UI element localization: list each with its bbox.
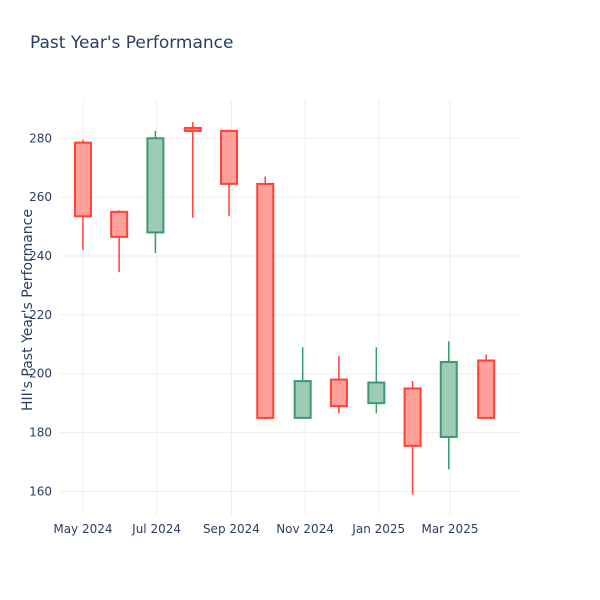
x-tick-label: Mar 2025: [421, 522, 478, 536]
y-tick-label: 240: [29, 249, 52, 263]
candle-decreasing: [256, 176, 275, 420]
candle-body: [110, 210, 129, 238]
x-tick-label: Nov 2024: [276, 522, 334, 536]
candle-decreasing: [110, 210, 129, 273]
candle-layer: [73, 122, 496, 495]
candle-decreasing: [73, 139, 92, 251]
y-tick-label: 160: [29, 484, 52, 498]
candle-decreasing: [477, 354, 496, 419]
candle-increasing: [367, 347, 386, 414]
y-axis-label: HII's Past Year's Performance: [20, 209, 36, 411]
y-tick-label: 220: [29, 308, 52, 322]
candle-body: [477, 359, 496, 419]
x-tick-label: Jul 2024: [131, 522, 181, 536]
candle-increasing: [439, 341, 458, 470]
candle-body: [256, 182, 275, 419]
y-tick-label: 280: [29, 131, 52, 145]
y-tick-label: 180: [29, 426, 52, 440]
candle-decreasing: [329, 356, 348, 414]
candle-body: [146, 137, 165, 234]
candle-body: [293, 380, 312, 419]
x-tick-label: May 2024: [53, 522, 112, 536]
candle-increasing: [293, 347, 312, 419]
grid-layer: [60, 100, 520, 515]
y-tick-label: 200: [29, 367, 52, 381]
x-tick-label: Sep 2024: [203, 522, 260, 536]
candle-decreasing: [403, 381, 422, 495]
candle-decreasing: [183, 122, 202, 218]
candle-decreasing: [220, 129, 239, 217]
chart-title: Past Year's Performance: [30, 33, 234, 53]
candle-increasing: [146, 130, 165, 254]
candle-body: [220, 129, 239, 185]
y-axis-ticks: 160 180 200 220 240 260 280: [29, 131, 52, 498]
candle-body: [73, 141, 92, 218]
candle-body: [439, 360, 458, 439]
x-tick-label: Jan 2025: [351, 522, 405, 536]
x-axis-ticks: May 2024 Jul 2024 Sep 2024 Nov 2024 Jan 2025…: [53, 522, 478, 536]
candle-body: [403, 387, 422, 447]
candle-body: [329, 378, 348, 408]
y-tick-label: 260: [29, 190, 52, 204]
candle-body: [367, 381, 386, 405]
candle-body: [183, 126, 202, 132]
